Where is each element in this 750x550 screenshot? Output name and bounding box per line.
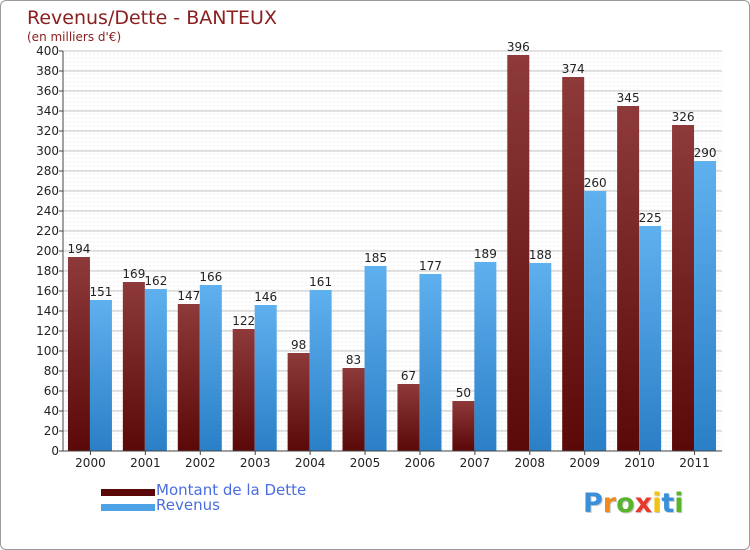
value-label-dette-2010: 345 — [617, 91, 640, 105]
bar-revenus-2008 — [529, 263, 552, 451]
value-label-revenus-2002: 166 — [199, 270, 222, 284]
bar-dette-2001 — [122, 282, 145, 451]
bar-revenus-2000 — [89, 300, 112, 451]
y-tick-label-20: 20 — [44, 424, 59, 438]
logo-letter: t — [661, 488, 675, 519]
bar-dette-2011 — [672, 125, 695, 451]
bar-dette-2005 — [342, 368, 365, 451]
value-label-revenus-2008: 188 — [529, 248, 552, 262]
bar-revenus-2006 — [419, 274, 442, 451]
x-tick-label-2004: 2004 — [295, 456, 326, 470]
value-label-revenus-2000: 151 — [90, 285, 113, 299]
y-tick-label-120: 120 — [36, 324, 59, 338]
logo-letter: x — [634, 488, 653, 519]
x-tick-label-2009: 2009 — [569, 456, 600, 470]
value-label-dette-2006: 67 — [401, 369, 416, 383]
y-tick-label-220: 220 — [36, 224, 59, 238]
y-tick-label-80: 80 — [44, 364, 59, 378]
y-tick-label-260: 260 — [36, 184, 59, 198]
value-label-revenus-2009: 260 — [584, 176, 607, 190]
value-label-revenus-2004: 161 — [309, 275, 332, 289]
proxiti-logo: Proxiti — [583, 488, 684, 519]
bar-revenus-2009 — [584, 191, 607, 451]
y-tick-label-320: 320 — [36, 124, 59, 138]
legend-swatch-dette — [101, 489, 155, 496]
logo-letter: i — [674, 488, 684, 519]
bar-revenus-2001 — [144, 289, 167, 451]
value-label-dette-2011: 326 — [672, 110, 695, 124]
bar-dette-2006 — [397, 384, 420, 451]
bar-revenus-2005 — [364, 266, 387, 451]
value-label-dette-2002: 147 — [177, 289, 200, 303]
x-tick-label-2001: 2001 — [130, 456, 161, 470]
bar-dette-2003 — [232, 329, 255, 451]
logo-letter: r — [602, 488, 617, 519]
value-label-revenus-2010: 225 — [639, 211, 662, 225]
x-tick-label-2006: 2006 — [405, 456, 436, 470]
chart-subtitle: (en milliers d'€) — [27, 30, 122, 44]
y-tick-label-360: 360 — [36, 84, 59, 98]
x-tick-label-2007: 2007 — [460, 456, 491, 470]
legend-swatch-revenus — [101, 504, 155, 511]
logo-letter: i — [652, 488, 662, 519]
legend-label-dette: Montant de la Dette — [156, 481, 307, 499]
y-tick-label-280: 280 — [36, 164, 59, 178]
x-tick-label-2008: 2008 — [515, 456, 546, 470]
value-label-dette-2008: 396 — [507, 40, 530, 54]
x-tick-label-2011: 2011 — [679, 456, 710, 470]
value-label-dette-2004: 98 — [291, 338, 306, 352]
x-tick-label-2002: 2002 — [185, 456, 216, 470]
bar-revenus-2007 — [474, 262, 497, 451]
value-label-revenus-2006: 177 — [419, 259, 442, 273]
value-label-revenus-2011: 290 — [694, 146, 717, 160]
y-tick-label-200: 200 — [36, 244, 59, 258]
bar-revenus-2002 — [199, 285, 222, 451]
value-label-revenus-2005: 185 — [364, 251, 387, 265]
x-tick-label-2010: 2010 — [624, 456, 655, 470]
y-tick-label-160: 160 — [36, 284, 59, 298]
x-tick-label-2005: 2005 — [350, 456, 381, 470]
legend-label-revenus: Revenus — [156, 496, 220, 514]
y-tick-label-400: 400 — [36, 44, 59, 58]
bar-revenus-2003 — [254, 305, 277, 451]
x-tick-label-2003: 2003 — [240, 456, 271, 470]
value-label-dette-2003: 122 — [232, 314, 255, 328]
bar-dette-2010 — [617, 106, 640, 451]
bar-dette-2002 — [177, 304, 200, 451]
value-label-dette-2005: 83 — [346, 353, 361, 367]
y-tick-label-100: 100 — [36, 344, 59, 358]
value-label-revenus-2001: 162 — [144, 274, 167, 288]
chart-title: Revenus/Dette - BANTEUX — [27, 7, 277, 29]
value-label-revenus-2007: 189 — [474, 247, 497, 261]
y-tick-label-180: 180 — [36, 264, 59, 278]
x-tick-label-2000: 2000 — [75, 456, 106, 470]
logo-letter: o — [616, 488, 635, 519]
bar-dette-2009 — [562, 77, 585, 451]
y-tick-label-40: 40 — [44, 404, 59, 418]
y-tick-label-0: 0 — [51, 444, 59, 458]
value-label-dette-2009: 374 — [562, 62, 585, 76]
y-tick-label-300: 300 — [36, 144, 59, 158]
value-label-dette-2007: 50 — [456, 386, 471, 400]
bar-revenus-2011 — [694, 161, 717, 451]
bar-dette-2008 — [507, 55, 530, 451]
bar-dette-2007 — [452, 401, 475, 451]
value-label-dette-2001: 169 — [122, 267, 145, 281]
bar-revenus-2004 — [309, 290, 332, 451]
y-tick-label-140: 140 — [36, 304, 59, 318]
y-tick-label-380: 380 — [36, 64, 59, 78]
bar-revenus-2010 — [639, 226, 662, 451]
y-tick-label-60: 60 — [44, 384, 59, 398]
logo-letter: P — [583, 488, 603, 519]
y-tick-label-240: 240 — [36, 204, 59, 218]
y-tick-label-340: 340 — [36, 104, 59, 118]
value-label-dette-2000: 194 — [68, 242, 91, 256]
value-label-revenus-2003: 146 — [254, 290, 277, 304]
bar-dette-2000 — [67, 257, 90, 451]
bar-dette-2004 — [287, 353, 310, 451]
